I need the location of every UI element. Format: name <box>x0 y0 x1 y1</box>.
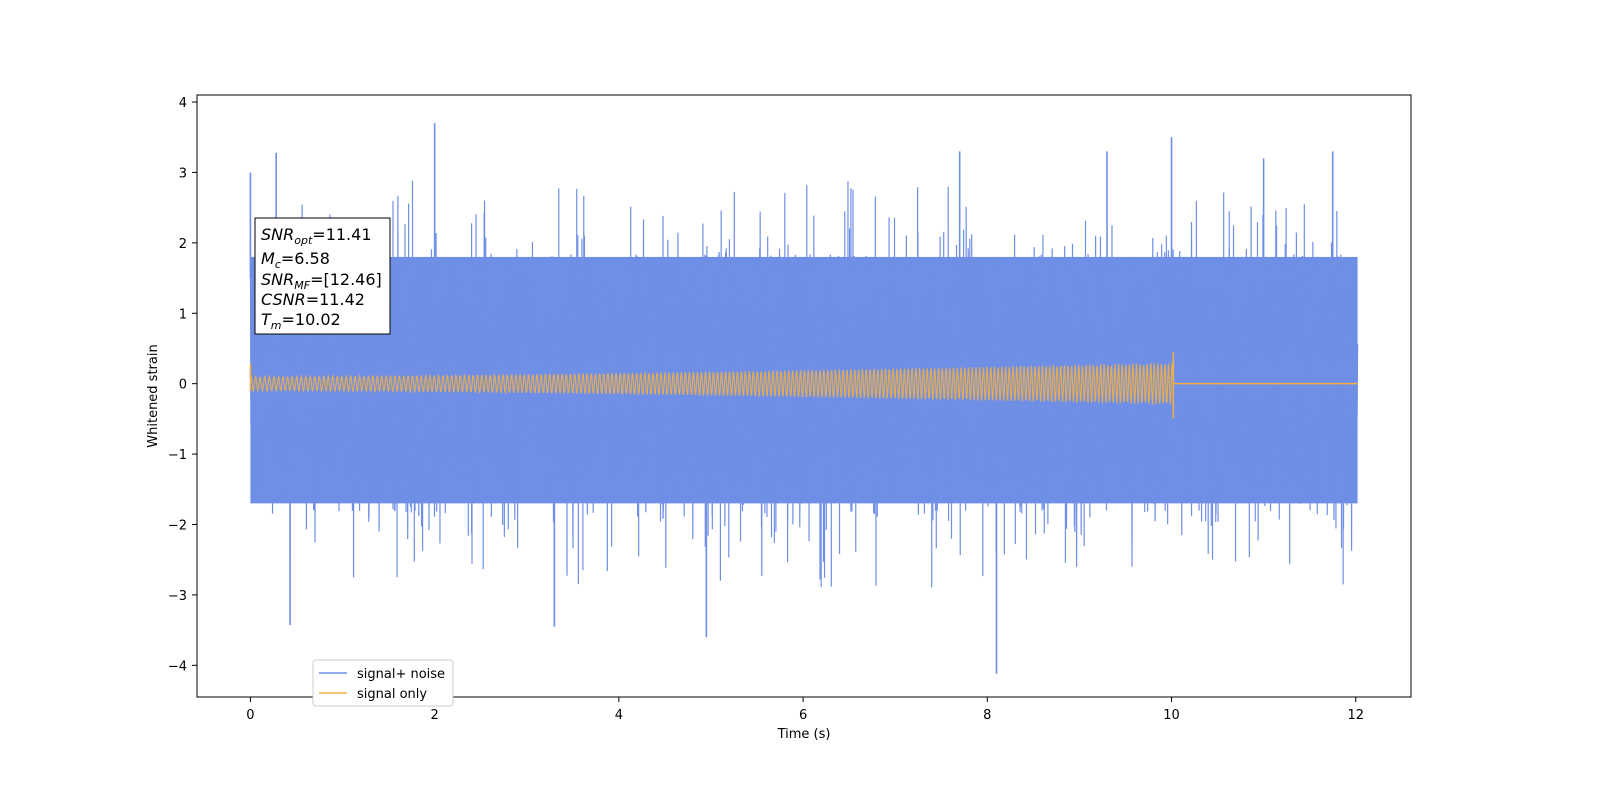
x-tick-label: 2 <box>431 708 439 723</box>
legend: signal+ noise signal only <box>312 659 454 707</box>
x-tick-label: 6 <box>799 708 807 723</box>
legend-entry: signal+ noise <box>357 667 445 682</box>
axes-frame <box>196 94 1412 698</box>
series-signal-only <box>249 351 1358 419</box>
y-axis-label: Whitened strain <box>146 344 161 447</box>
y-tick-label: 4 <box>179 96 187 111</box>
y-tick-label: 2 <box>179 237 187 252</box>
annotation-line: SNRMF=[12.46] <box>261 270 382 292</box>
y-tick-label: −3 <box>168 589 187 604</box>
y-tick-label: 0 <box>179 378 187 393</box>
y-axis: −4 −3 −2 −1 0 1 2 3 4 <box>168 96 197 674</box>
stats-annotation-box: SNRopt=11.41Mc=6.58SNRMF=[12.46]CSNR=11.… <box>254 217 391 335</box>
series-signal-plus-noise <box>249 123 1359 674</box>
x-tick-label: 12 <box>1347 708 1364 723</box>
y-tick-label: −1 <box>168 448 187 463</box>
x-tick-label: 0 <box>246 708 254 723</box>
x-axis-label: Time (s) <box>777 727 831 742</box>
x-tick-label: 10 <box>1163 708 1180 723</box>
signal-chirp <box>249 362 1174 405</box>
annotation-line: CSNR=11.42 <box>261 290 365 309</box>
annotation-line: Tm=10.02 <box>261 310 341 332</box>
annotation-line: Mc=6.58 <box>261 249 330 271</box>
x-tick-label: 8 <box>983 708 991 723</box>
y-tick-label: 1 <box>179 307 187 322</box>
x-axis: 0 2 4 6 8 10 12 <box>246 697 1364 723</box>
annotation-line: SNRopt=11.41 <box>261 225 372 247</box>
annotation-frame <box>254 217 391 335</box>
legend-entry: signal only <box>357 687 427 702</box>
plot-frame <box>196 94 1412 698</box>
y-tick-label: −4 <box>168 659 187 674</box>
x-tick-label: 4 <box>615 708 623 723</box>
y-tick-label: 3 <box>179 166 187 181</box>
legend-frame <box>312 659 454 707</box>
noise-trace <box>249 219 1359 567</box>
y-tick-label: −2 <box>168 518 187 533</box>
